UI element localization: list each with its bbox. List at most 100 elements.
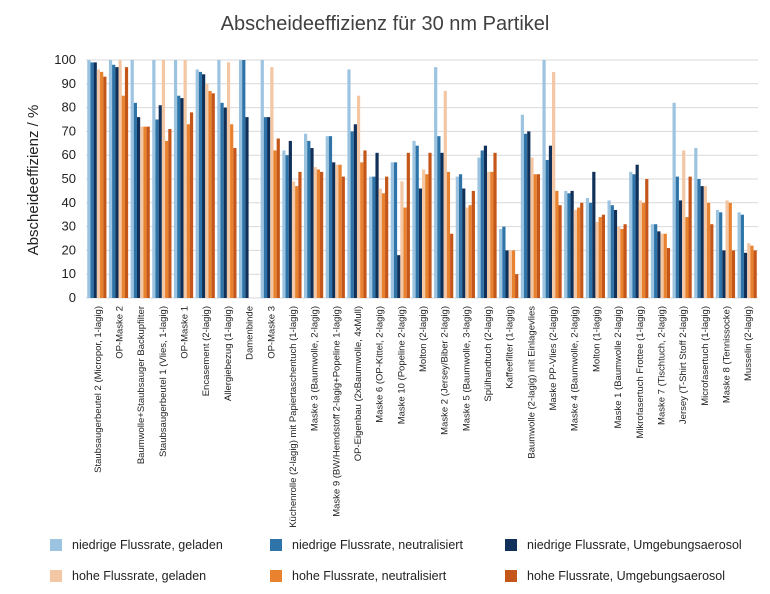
bar: [725, 200, 729, 298]
bar: [230, 124, 234, 298]
bar: [400, 181, 404, 298]
bar: [737, 212, 741, 298]
bar: [418, 188, 422, 298]
x-tick-label: Spülhandtuch (2-lagig): [483, 306, 494, 402]
bar: [592, 171, 596, 298]
bar: [533, 174, 537, 298]
bar: [573, 209, 577, 298]
bar: [523, 133, 528, 298]
bar: [511, 250, 516, 298]
bar: [490, 171, 494, 298]
bar: [728, 202, 732, 298]
y-tick-label: 0: [69, 290, 76, 305]
x-tick-label: Maske PP-Vlies (2-lagig): [548, 306, 559, 411]
bar: [136, 117, 141, 299]
bar: [700, 186, 704, 298]
bar: [360, 162, 364, 298]
x-tick-label: OP-Eigenbau (2xBaumwolle, 4xMull): [353, 306, 364, 461]
bar: [437, 136, 441, 298]
x-tick-label: Baumwolle+Staubsauger Backupfilter: [136, 306, 147, 464]
bar: [332, 162, 336, 298]
bar: [173, 60, 178, 298]
x-tick-label: Musselin (2-lagig): [743, 306, 754, 381]
bar: [316, 169, 321, 298]
x-tick-label: Maske 7 (Tischtuch, 2-lagig): [656, 306, 667, 425]
bar: [555, 190, 559, 298]
bar: [434, 67, 438, 298]
x-tick-label: Baumwolle (2-lagig) mit Einlagevlies: [526, 306, 537, 459]
bar: [226, 62, 231, 298]
bar: [465, 207, 469, 298]
bar: [100, 71, 104, 299]
bar: [304, 133, 308, 298]
bar: [585, 198, 590, 298]
bar: [722, 250, 726, 298]
bar: [369, 176, 373, 298]
bar: [520, 114, 524, 299]
bar: [195, 69, 199, 299]
legend: niedrige Flussrate, geladen niedrige Flus…: [0, 528, 770, 588]
y-tick-label: 50: [62, 171, 76, 186]
x-tick-label: Staubsaugerbeutel 2 (Micropor, 1-lagig): [93, 306, 104, 473]
bar: [397, 255, 401, 298]
x-tick-label: Maske 8 (Tennissocke): [721, 306, 732, 403]
bar: [654, 224, 658, 298]
bar: [552, 71, 556, 299]
bar: [446, 171, 451, 298]
bar: [657, 231, 661, 298]
bar: [372, 176, 376, 298]
bar: [477, 157, 481, 298]
y-axis-label: Abscheideeffizienz / %: [25, 105, 42, 256]
bar: [335, 164, 339, 298]
x-tick-label: Maske 3 (Baumwolle, 2-lagig): [310, 306, 321, 431]
x-tick-label: Maske 10 (Popeline 2-lagig): [396, 306, 407, 424]
bar: [270, 67, 274, 298]
bar: [165, 140, 169, 298]
x-tick-label: OP-Maske 2: [115, 306, 126, 359]
bar: [635, 164, 639, 298]
bar: [638, 200, 642, 298]
y-tick-label: 60: [62, 147, 76, 162]
bar: [440, 152, 444, 298]
bar: [242, 60, 246, 298]
bar: [245, 117, 249, 299]
bar: [715, 209, 720, 298]
bar: [202, 74, 206, 298]
x-tick-label: Maske 4 (Baumwolle, 2-lagig): [570, 306, 581, 431]
bar: [750, 245, 754, 298]
y-tick-label: 80: [62, 100, 76, 115]
x-tick-label: Kaffeefilter (1-lagig): [505, 306, 516, 389]
bar: [353, 124, 357, 298]
bar: [753, 250, 757, 298]
bar: [260, 60, 264, 298]
bar: [328, 136, 333, 298]
legend-swatch: [505, 570, 517, 582]
x-tick-label: Microfasertuch (1-lagig): [700, 306, 711, 406]
bar: [87, 60, 91, 298]
bar: [428, 152, 432, 298]
bar: [480, 150, 484, 298]
bar: [133, 102, 137, 298]
legend-swatch: [270, 539, 282, 551]
bar: [180, 98, 184, 298]
bar: [378, 188, 382, 298]
y-tick-label: 30: [62, 219, 76, 234]
legend-swatch: [505, 539, 517, 551]
bar: [90, 62, 94, 298]
bar: [545, 159, 549, 298]
bar: [350, 131, 354, 298]
bar: [740, 214, 744, 298]
bar: [161, 60, 166, 298]
bar: [381, 193, 386, 298]
bar: [338, 164, 342, 298]
y-tick-label: 20: [62, 242, 76, 257]
bar: [307, 140, 311, 298]
bar: [458, 174, 463, 298]
legend-label: niedrige Flussrate, geladen: [72, 538, 223, 552]
x-tick-label: Küchenrolle (2-lagig) mit Papiertaschent…: [288, 306, 299, 528]
bar: [325, 136, 329, 298]
bar: [168, 129, 172, 298]
bar: [285, 155, 289, 298]
bar: [320, 171, 324, 298]
